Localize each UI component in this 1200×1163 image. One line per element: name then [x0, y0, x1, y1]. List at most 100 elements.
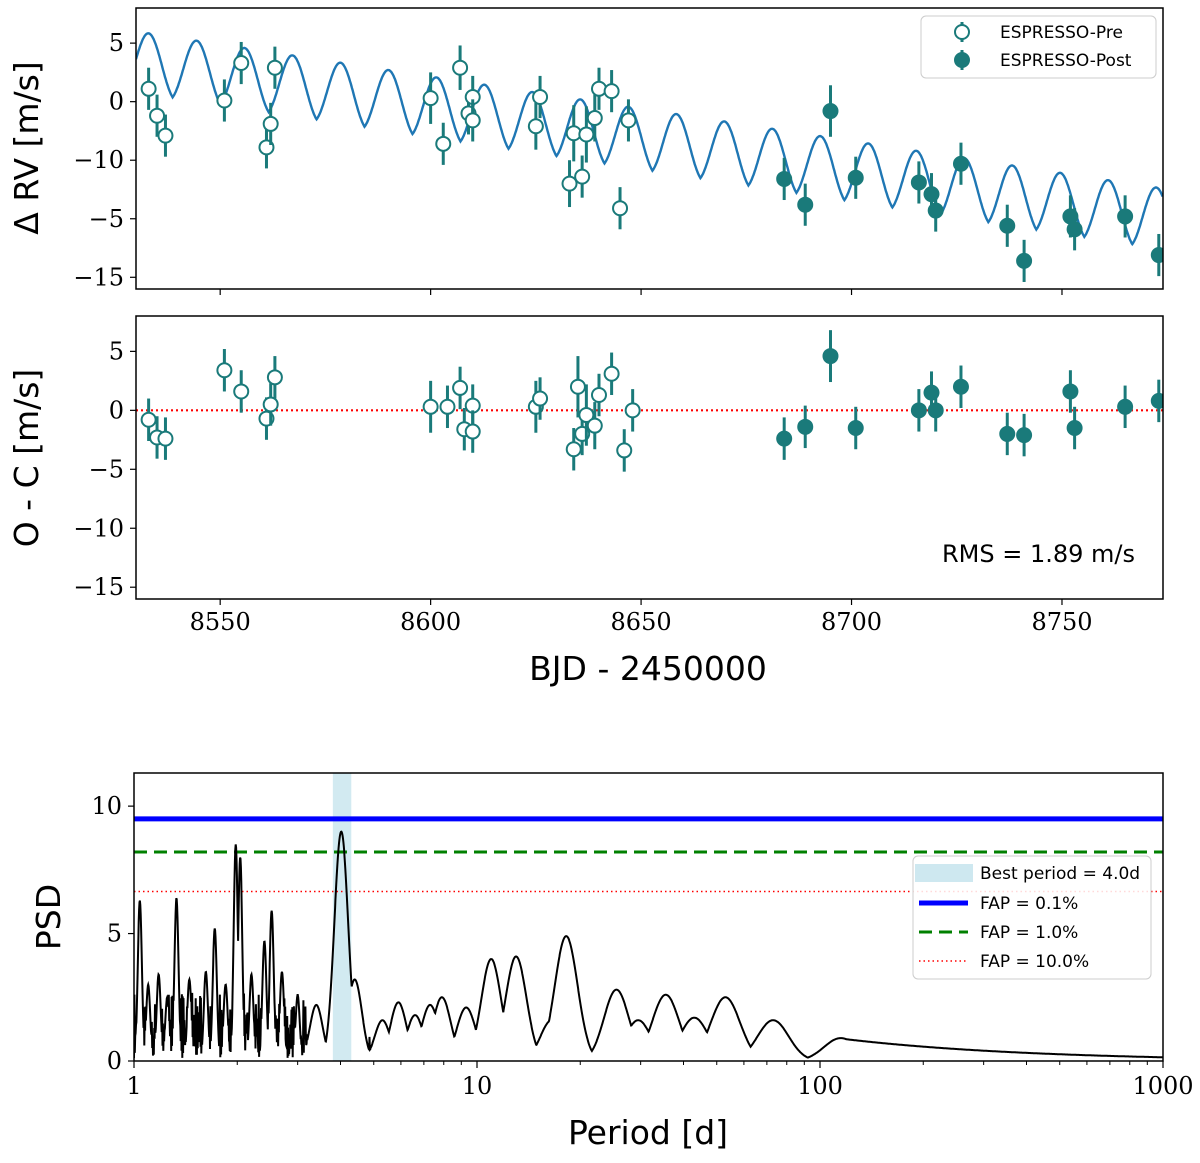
- y-tick-label: −10: [73, 514, 124, 542]
- pre-data-point: [140, 411, 157, 428]
- post-data-point: [1062, 383, 1079, 400]
- post-data-point: [1066, 221, 1083, 238]
- y-tick-label: 5: [109, 337, 124, 365]
- pre-data-point: [532, 390, 549, 407]
- pre-data-point: [586, 417, 603, 434]
- legend-fap-01-label: FAP = 0.1%: [980, 894, 1078, 914]
- y-tick-label: 0: [109, 88, 124, 116]
- rv-data-points: [140, 41, 1163, 282]
- pre-data-point: [435, 135, 452, 152]
- legend-fap-10-label: FAP = 10.0%: [980, 952, 1089, 972]
- pre-data-point: [590, 387, 607, 404]
- post-data-point: [1117, 208, 1134, 225]
- y-tick-label: 0: [107, 1047, 122, 1075]
- rms-annotation: RMS = 1.89 m/s: [942, 540, 1135, 568]
- post-data-point: [927, 202, 944, 219]
- rv-y-ticks: 5 0 −10 −5 −15: [73, 29, 136, 291]
- oc-y-axis-label: O - C [m/s]: [7, 369, 46, 548]
- oc-x-axis-label: BJD - 2450000: [529, 649, 767, 688]
- pre-data-point: [233, 383, 250, 400]
- pre-data-point: [578, 126, 595, 143]
- post-data-point: [1066, 420, 1083, 437]
- pre-data-point: [422, 398, 439, 415]
- post-data-point: [1016, 252, 1033, 269]
- pre-data-point: [439, 398, 456, 415]
- post-data-point: [927, 402, 944, 419]
- psd-legend: Best period = 4.0d FAP = 0.1% FAP = 1.0%…: [912, 855, 1152, 980]
- y-tick-label: 10: [91, 792, 122, 820]
- x-tick-label: 8700: [821, 608, 882, 636]
- x-tick-label: 8550: [190, 608, 251, 636]
- pre-data-point: [612, 200, 629, 217]
- x-tick-label: 8750: [1031, 608, 1092, 636]
- pre-data-point: [262, 396, 279, 413]
- psd-y-axis-label: PSD: [29, 884, 68, 950]
- rv-panel: 5 0 −10 −5 −15 Δ RV [m/s] ESPRESSO-Pre ESPRE…: [7, 7, 1164, 295]
- pre-data-point: [569, 378, 586, 395]
- post-data-point: [822, 103, 839, 120]
- psd-y-ticks: 0 5 10: [91, 792, 134, 1075]
- oc-data-points: [140, 330, 1163, 472]
- post-data-point: [1016, 427, 1033, 444]
- periodogram-panel: 0 5 10 1 10 100 1000 PSD Period [d] Best peri…: [29, 772, 1194, 1152]
- y-tick-label: −10: [73, 146, 124, 174]
- pre-data-point: [603, 365, 620, 382]
- rv-y-axis-label: Δ RV [m/s]: [7, 61, 46, 234]
- periodogram-curve: [134, 830, 1163, 1059]
- pre-data-point: [216, 92, 233, 109]
- legend-post-marker: [954, 52, 970, 68]
- y-tick-label: −15: [73, 573, 124, 601]
- pre-data-point: [616, 442, 633, 459]
- psd-legend-box: [912, 855, 1152, 980]
- legend-pre-label: ESPRESSO-Pre: [1000, 23, 1123, 43]
- pre-data-point: [590, 80, 607, 97]
- post-data-point: [952, 155, 969, 172]
- x-tick-label: 1000: [1132, 1072, 1193, 1100]
- pre-data-point: [422, 90, 439, 107]
- x-tick-label: 8600: [400, 608, 461, 636]
- best-period-band: [332, 773, 352, 1061]
- oc-x-ticks: 8550 8600 8650 8700 8750: [190, 599, 1093, 636]
- x-tick-label: 8650: [611, 608, 672, 636]
- pre-data-point: [620, 112, 637, 129]
- pre-data-point: [565, 441, 582, 458]
- post-data-point: [910, 402, 927, 419]
- residual-panel: 5 0 −5 −10 −15 8550 8600 8650 8700 8750 O - C [m…: [7, 315, 1164, 688]
- oc-axes-frame: [135, 315, 1164, 600]
- post-data-point: [797, 196, 814, 213]
- rv-axes-frame: [135, 7, 1164, 290]
- rv-model-curve: [136, 32, 1163, 247]
- post-data-point: [999, 425, 1016, 442]
- pre-data-point: [561, 175, 578, 192]
- psd-x-ticks: 1 10 100 1000: [126, 1061, 1194, 1100]
- rv-x-ticks: [219, 289, 1063, 295]
- rv-legend: ESPRESSO-Pre ESPRESSO-Post: [920, 15, 1157, 79]
- post-data-point: [822, 348, 839, 365]
- y-tick-label: 0: [109, 396, 124, 424]
- psd-axes-frame: [133, 772, 1164, 1062]
- post-data-point: [847, 420, 864, 437]
- pre-data-point: [157, 430, 174, 447]
- rv-legend-box: [920, 15, 1157, 79]
- pre-data-point: [532, 88, 549, 105]
- post-data-point: [847, 169, 864, 186]
- pre-data-point: [452, 59, 469, 76]
- y-tick-label: −5: [89, 205, 124, 233]
- pre-data-point: [140, 80, 157, 97]
- post-data-point: [776, 170, 793, 187]
- legend-pre-marker: [954, 24, 970, 40]
- pre-data-point: [624, 402, 641, 419]
- pre-data-point: [574, 168, 591, 185]
- post-data-point: [910, 174, 927, 191]
- legend-fap-1-label: FAP = 1.0%: [980, 923, 1078, 943]
- x-tick-label: 10: [462, 1072, 493, 1100]
- pre-data-point: [266, 369, 283, 386]
- y-tick-label: −5: [89, 455, 124, 483]
- legend-post-label: ESPRESSO-Post: [1000, 51, 1132, 71]
- pre-data-point: [216, 362, 233, 379]
- legend-best-period-swatch: [915, 864, 973, 882]
- pre-data-point: [603, 83, 620, 100]
- y-tick-label: 5: [107, 920, 122, 948]
- pre-data-point: [157, 127, 174, 144]
